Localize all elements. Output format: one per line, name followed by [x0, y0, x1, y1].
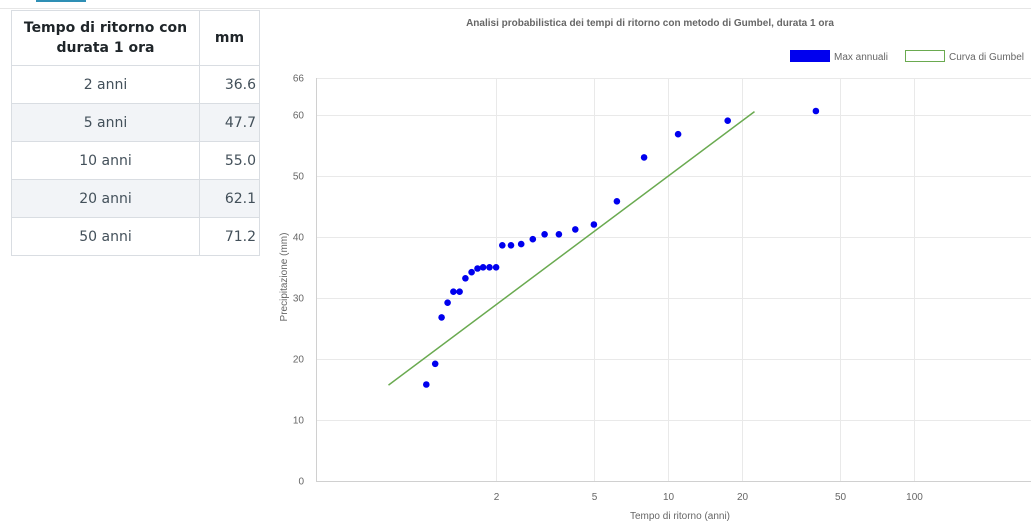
annual-max-point[interactable]	[431, 360, 439, 368]
rainfall-value-cell: 47.7	[199, 103, 260, 142]
y-axis-label: Precipitazione (mm)	[279, 233, 290, 322]
annual-max-point[interactable]	[486, 264, 493, 271]
series-layer	[388, 107, 820, 388]
top-divider	[0, 8, 1031, 9]
return-period-table: Tempo di ritorno con durata 1 ora mm 2 a…	[11, 10, 260, 256]
annual-max-point[interactable]	[492, 264, 500, 271]
chart-title: Analisi probabilistica dei tempi di rito…	[466, 18, 834, 29]
return-period-cell: 5 anni	[11, 103, 200, 142]
table-row: 20 anni 62.1	[11, 179, 260, 218]
annual-max-point[interactable]	[468, 268, 475, 276]
annual-max-point[interactable]	[555, 231, 563, 238]
grid-lines	[316, 78, 1031, 482]
rainfall-value-cell: 36.6	[199, 65, 260, 104]
rainfall-value-cell: 71.2	[199, 217, 260, 256]
x-tick-label: 5	[592, 492, 598, 503]
header-unit: mm	[199, 10, 260, 66]
x-tick-label: 20	[737, 492, 749, 503]
legend-swatch-curva-gumbel	[905, 50, 945, 62]
axes: 0 10 20 30 40 50 60 66 2 5 10 20 50 100	[293, 74, 1031, 503]
annual-max-point[interactable]	[507, 242, 515, 249]
annual-max-point[interactable]	[499, 242, 506, 249]
rainfall-value-cell: 55.0	[199, 141, 260, 180]
annual-max-point[interactable]	[438, 314, 445, 321]
annual-max-point[interactable]	[462, 275, 469, 282]
return-period-cell: 2 anni	[11, 65, 200, 104]
annual-max-point[interactable]	[529, 235, 537, 243]
table-header-row: Tempo di ritorno con durata 1 ora mm	[11, 10, 260, 66]
table-row: 2 anni 36.6	[11, 65, 260, 104]
annual-max-point[interactable]	[590, 221, 598, 228]
annual-max-point[interactable]	[812, 107, 820, 115]
annual-max-point[interactable]	[572, 226, 579, 233]
annual-max-point[interactable]	[674, 130, 682, 138]
table-row: 50 anni 71.2	[11, 217, 260, 256]
gumbel-curve	[388, 110, 755, 386]
x-tick-label: 100	[906, 492, 923, 503]
return-period-cell: 20 anni	[11, 179, 200, 218]
legend-swatch-max-annuali	[790, 50, 830, 62]
annual-max-point[interactable]	[423, 381, 430, 388]
annual-max-point[interactable]	[517, 240, 525, 248]
x-tick-label: 2	[494, 492, 500, 503]
legend-label-curva-gumbel: Curva di Gumbel	[949, 52, 1024, 63]
x-tick-label: 50	[835, 492, 847, 503]
annual-max-point[interactable]	[474, 265, 481, 272]
legend-label-max-annuali: Max annuali	[834, 52, 888, 63]
y-tick-label: 0	[298, 477, 304, 488]
y-tick-label: 30	[293, 294, 305, 305]
top-accent-line	[36, 0, 86, 2]
return-period-cell: 10 anni	[11, 141, 200, 180]
rainfall-value-cell: 62.1	[199, 179, 260, 218]
annual-max-point[interactable]	[479, 264, 487, 271]
annual-max-point[interactable]	[541, 231, 548, 238]
annual-max-point[interactable]	[450, 288, 457, 296]
annual-max-point[interactable]	[613, 198, 621, 205]
y-tick-label: 60	[293, 111, 305, 122]
table-row: 10 anni 55.0	[11, 141, 260, 180]
x-axis-label: Tempo di ritorno (anni)	[630, 511, 730, 522]
y-tick-label: 20	[293, 355, 305, 366]
annual-max-point[interactable]	[456, 288, 463, 296]
chart-legend[interactable]: Max annuali Curva di Gumbel	[790, 50, 1024, 63]
table-row: 5 anni 47.7	[11, 103, 260, 142]
y-tick-label: 66	[293, 74, 305, 85]
x-tick-label: 10	[663, 492, 675, 503]
y-tick-label: 10	[293, 416, 305, 427]
annual-max-point[interactable]	[640, 154, 648, 161]
y-tick-label: 40	[293, 233, 305, 244]
annual-max-point[interactable]	[444, 299, 451, 307]
header-return-period: Tempo di ritorno con durata 1 ora	[11, 10, 200, 66]
annual-max-point[interactable]	[724, 117, 731, 124]
y-tick-label: 50	[293, 172, 305, 183]
return-period-cell: 50 anni	[11, 217, 200, 256]
